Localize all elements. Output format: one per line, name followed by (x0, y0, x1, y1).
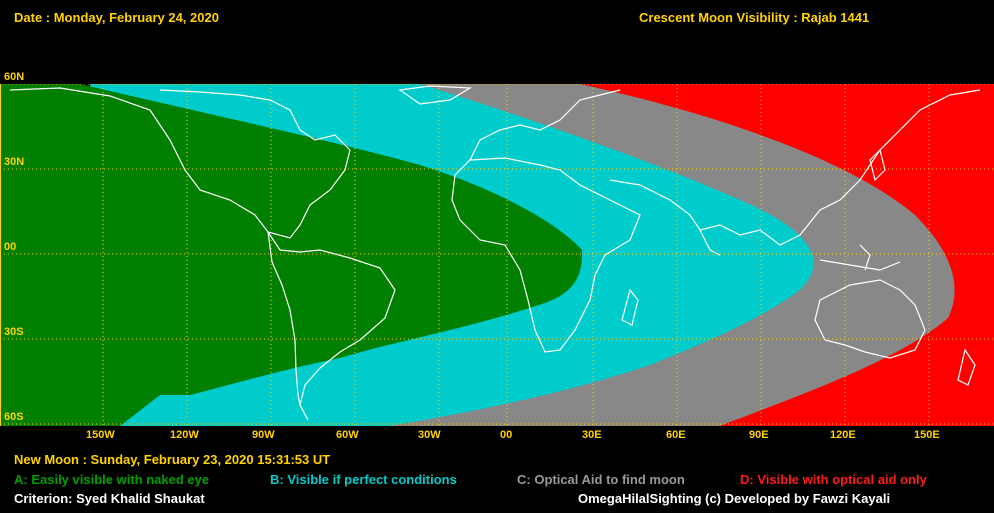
lat-label-60s: 60S (4, 411, 24, 423)
coastlines (9, 85, 981, 421)
lon-label-60w: 60W (336, 429, 359, 441)
lat-label-60n: 60N (4, 71, 25, 83)
credit-text: OmegaHilalSighting (c) Developed by Fawz… (578, 491, 891, 506)
new-moon-info: New Moon : Sunday, February 23, 2020 15:… (14, 452, 331, 467)
lon-label-30e: 30E (582, 429, 602, 441)
legend-zone-a: A: Easily visible with naked eye (14, 472, 210, 487)
lon-label-120w: 120W (170, 429, 199, 441)
legend-zone-d: D: Visible with optical aid only (740, 472, 927, 487)
lon-label-90w: 90W (252, 429, 275, 441)
zone-a-region (0, 84, 583, 426)
lon-label-120e: 120E (830, 429, 856, 441)
lat-label-eq: 00 (4, 241, 17, 253)
lon-label-30w: 30W (418, 429, 441, 441)
map-date: Date : Monday, February 24, 2020 (14, 10, 219, 25)
lat-label-30s: 30S (4, 326, 24, 338)
lon-label-60e: 60E (666, 429, 686, 441)
criterion-text: Criterion: Syed Khalid Shaukat (14, 491, 205, 506)
legend-zone-b: B: Visible if perfect conditions (270, 472, 457, 487)
lon-label-150w: 150W (86, 429, 115, 441)
lon-label-90e: 90E (749, 429, 769, 441)
legend-zone-c: C: Optical Aid to find moon (517, 472, 685, 487)
graticule (0, 84, 994, 426)
lon-label-0: 00 (500, 429, 513, 441)
map-title: Crescent Moon Visibility : Rajab 1441 (639, 10, 870, 25)
lon-label-150e: 150E (914, 429, 940, 441)
lat-label-30n: 30N (4, 156, 25, 168)
